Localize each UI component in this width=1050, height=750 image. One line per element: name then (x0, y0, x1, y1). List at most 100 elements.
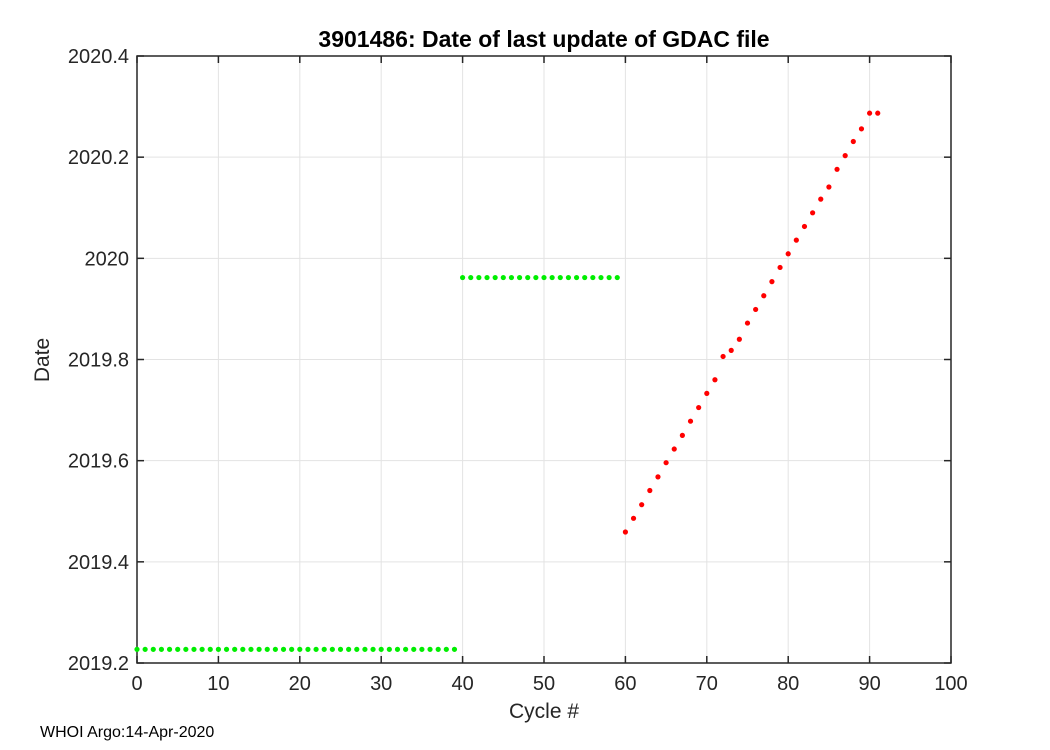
data-point-gdac-update-green-segment-1 (305, 646, 311, 652)
data-point-gdac-update-red-segment (858, 126, 865, 132)
data-point-gdac-update-green-segment-1 (166, 646, 173, 652)
data-point-gdac-update-green-segment-2 (614, 274, 620, 281)
data-point-gdac-update-red-segment (671, 446, 677, 452)
y-tick-label: 2019.6 (68, 451, 129, 473)
data-point-gdac-update-green-segment-2 (516, 274, 523, 281)
x-tick-label: 90 (858, 673, 880, 695)
data-point-gdac-update-green-segment-1 (207, 646, 213, 652)
data-point-gdac-update-green-segment-1 (289, 646, 295, 652)
data-point-gdac-update-green-segment-1 (280, 646, 287, 652)
data-point-gdac-update-green-segment-1 (191, 646, 197, 652)
watermark-text: WHOI Argo:14-Apr-2020 (40, 724, 215, 741)
data-point-gdac-update-green-segment-1 (183, 646, 189, 652)
data-point-gdac-update-green-segment-1 (232, 646, 238, 652)
data-point-gdac-update-red-segment (736, 336, 742, 342)
data-point-gdac-update-green-segment-1 (346, 646, 352, 652)
y-tick-label: 2019.2 (68, 653, 129, 675)
data-point-gdac-update-green-segment-1 (248, 646, 254, 652)
x-tick-label: 10 (207, 673, 229, 695)
data-point-gdac-update-green-segment-1 (134, 646, 140, 652)
y-tick-label: 2019.8 (68, 350, 129, 372)
x-tick-label: 100 (934, 673, 967, 695)
data-point-gdac-update-green-segment-2 (468, 274, 474, 281)
data-point-gdac-update-green-segment-1 (297, 646, 303, 652)
data-point-gdac-update-red-segment (704, 390, 710, 396)
data-point-gdac-update-red-segment (801, 223, 808, 230)
y-tick-label: 2020.2 (68, 147, 129, 169)
data-point-gdac-update-green-segment-2 (573, 274, 580, 281)
data-point-gdac-update-red-segment (777, 264, 783, 271)
data-point-gdac-update-red-segment (622, 529, 629, 535)
data-point-gdac-update-red-segment (663, 460, 669, 466)
data-point-gdac-update-green-segment-1 (378, 646, 384, 652)
data-point-gdac-update-green-segment-1 (394, 646, 401, 652)
data-point-gdac-update-green-segment-1 (329, 646, 335, 652)
x-tick-label: 50 (533, 673, 555, 695)
data-point-gdac-update-green-segment-1 (264, 646, 270, 652)
data-point-gdac-update-green-segment-1 (215, 646, 221, 652)
data-point-gdac-update-green-segment-2 (582, 274, 588, 281)
data-point-gdac-update-green-segment-1 (362, 646, 368, 652)
data-point-gdac-update-green-segment-2 (541, 274, 547, 281)
data-point-gdac-update-red-segment (818, 196, 824, 202)
data-point-gdac-update-red-segment (875, 110, 881, 116)
data-point-gdac-update-green-segment-2 (565, 274, 572, 281)
data-point-gdac-update-green-segment-2 (484, 274, 490, 281)
data-point-gdac-update-green-segment-2 (533, 274, 539, 281)
data-point-gdac-update-green-segment-1 (386, 646, 392, 652)
y-tick-label: 2019.4 (68, 552, 129, 574)
data-point-gdac-update-green-segment-2 (492, 274, 498, 281)
data-point-gdac-update-green-segment-1 (150, 646, 156, 652)
data-point-gdac-update-red-segment (785, 251, 791, 257)
data-point-gdac-update-green-segment-1 (435, 646, 441, 652)
data-point-gdac-update-green-segment-2 (606, 274, 612, 281)
data-point-gdac-update-red-segment (655, 474, 661, 480)
data-point-gdac-update-red-segment (712, 377, 718, 383)
data-point-gdac-update-green-segment-1 (158, 646, 165, 652)
x-axis-label: Cycle # (508, 700, 580, 723)
data-point-gdac-update-green-segment-1 (199, 646, 205, 652)
x-tick-label: 20 (289, 673, 311, 695)
data-point-gdac-update-red-segment (826, 184, 832, 190)
data-point-gdac-update-green-segment-1 (240, 646, 246, 652)
data-point-gdac-update-green-segment-1 (313, 646, 319, 652)
data-point-gdac-update-green-segment-2 (590, 274, 596, 281)
data-point-gdac-update-green-segment-2 (549, 274, 555, 281)
data-point-gdac-update-red-segment (630, 515, 637, 521)
data-point-gdac-update-green-segment-2 (500, 274, 506, 281)
data-point-gdac-update-green-segment-1 (272, 646, 278, 652)
x-tick-label: 80 (777, 673, 799, 695)
data-point-gdac-update-green-segment-2 (460, 274, 466, 281)
data-point-gdac-update-red-segment (867, 110, 873, 116)
data-point-gdac-update-red-segment (687, 418, 694, 424)
data-point-gdac-update-green-segment-1 (175, 646, 181, 652)
data-point-gdac-update-green-segment-2 (598, 274, 604, 281)
data-point-gdac-update-red-segment (647, 487, 653, 494)
data-point-gdac-update-red-segment (810, 210, 816, 216)
data-point-gdac-update-red-segment (679, 432, 685, 438)
x-tick-label: 30 (370, 673, 392, 695)
y-axis-label: Date (31, 337, 54, 383)
data-point-gdac-update-green-segment-2 (476, 274, 482, 281)
data-point-gdac-update-green-segment-1 (354, 646, 360, 652)
data-point-gdac-update-red-segment (793, 237, 799, 243)
x-tick-label: 40 (451, 673, 473, 695)
data-point-gdac-update-red-segment (728, 347, 734, 353)
data-point-gdac-update-green-segment-2 (508, 274, 515, 281)
data-point-gdac-update-red-segment (639, 502, 645, 508)
x-tick-label: 70 (696, 673, 718, 695)
y-tick-label: 2020.4 (68, 46, 129, 68)
data-point-gdac-update-green-segment-1 (403, 646, 409, 652)
data-point-gdac-update-red-segment (720, 353, 726, 360)
data-point-gdac-update-green-segment-1 (451, 646, 458, 652)
data-point-gdac-update-green-segment-1 (370, 646, 376, 652)
chart-title: 3901486: Date of last update of GDAC fil… (318, 26, 770, 52)
data-point-gdac-update-green-segment-2 (557, 274, 563, 281)
data-point-gdac-update-red-segment (850, 138, 856, 145)
data-point-gdac-update-green-segment-1 (443, 646, 449, 652)
data-point-gdac-update-red-segment (753, 306, 759, 313)
data-point-gdac-update-green-segment-1 (256, 646, 262, 652)
y-tick-label: 2020 (85, 248, 130, 270)
